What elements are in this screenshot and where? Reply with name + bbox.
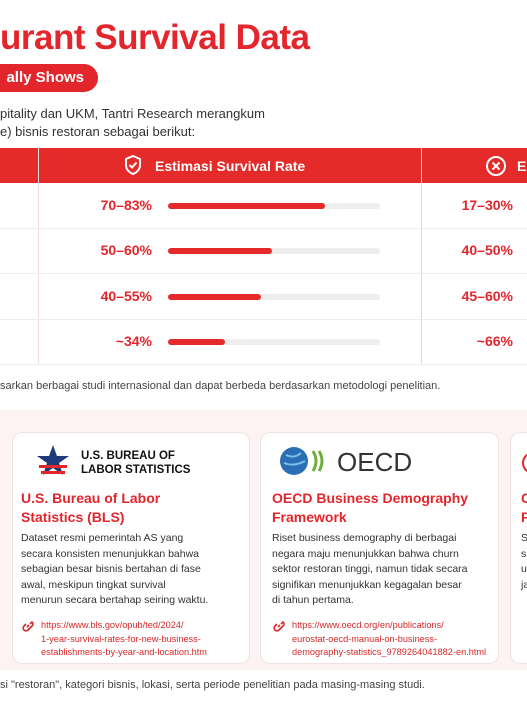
survival-value: 40–55% — [100, 287, 152, 304]
card — [510, 432, 527, 664]
link-icon — [21, 619, 35, 633]
card-desc: signifikan menunjukkan kegagalan besar — [272, 578, 462, 591]
bar-fill — [168, 338, 226, 345]
bar-fill — [168, 203, 325, 209]
bar-fill — [168, 248, 272, 255]
card-link: 1-year-survival-rates-for-new-business- — [41, 633, 201, 644]
x-icon — [486, 156, 506, 176]
card-link: eurostat-oecd-manual-on-business- — [292, 633, 438, 644]
column-header: E — [517, 158, 527, 174]
card: OECD — [260, 432, 499, 664]
logo-line: U.S. BUREAU OF — [81, 450, 175, 462]
card-title: U.S. Bureau of Labor — [21, 490, 161, 506]
footer: si "restoran", kategori bisnis, lokasi, … — [0, 679, 425, 691]
column-header: Estimasi Survival Rate — [155, 158, 306, 174]
card-desc: ja — [521, 578, 527, 591]
card-link: demography-statistics_9789264041882-en.h… — [292, 647, 487, 657]
card-title: C — [521, 490, 527, 506]
note: sarkan berbagai studi internasional dan … — [0, 380, 441, 392]
bls-logo — [37, 445, 69, 475]
shield-icon — [125, 154, 141, 176]
card-link: establishments-by-year-and-location.htm — [41, 647, 207, 657]
bar-track — [168, 338, 380, 345]
card-title: Statistics (BLS) — [21, 509, 125, 525]
logo-text: U.S. BUREAU OF LABOR STATISTICS — [81, 449, 190, 477]
logo — [522, 453, 527, 473]
failure-value: 40–50% — [461, 242, 513, 259]
logo-text: OECD — [337, 447, 413, 477]
card-desc: di tahun pertama. — [272, 594, 354, 606]
link-icon — [272, 619, 286, 633]
card-desc: s — [521, 547, 527, 560]
card-link: https://www.oecd.org/en/publications/ — [292, 620, 444, 630]
survival-value: 70–83% — [100, 197, 152, 213]
bar-fill — [168, 293, 262, 300]
card-desc: Riset business demography di berbagai — [272, 532, 457, 544]
table-row — [0, 319, 527, 365]
table-header — [0, 148, 527, 183]
intro-line: pitality dan UKM, Tantri Research merang… — [0, 106, 265, 121]
survival-value: 50–60% — [100, 242, 152, 259]
failure-value: 45–60% — [461, 287, 513, 304]
divider — [421, 148, 422, 364]
card-desc: secara konsisten menunjukkan bahwa — [21, 547, 200, 560]
failure-value: 17–30% — [461, 197, 513, 213]
card-link: https://www.bls.gov/opub/ted/2024/ — [41, 620, 184, 630]
card-desc: negara maju menunjukkan bahwa churn — [272, 547, 459, 560]
badge: ally Shows — [0, 64, 98, 92]
card-title: OECD Business Demography — [272, 490, 469, 506]
card: U.S. BUREAU OF LABOR STATISTICS — [12, 432, 250, 664]
card-title: F — [521, 509, 527, 525]
table-row — [0, 183, 527, 229]
card-title: Framework — [272, 509, 347, 525]
card-desc: Dataset resmi pemerintah AS yang — [21, 532, 184, 544]
table-row — [0, 228, 527, 275]
title: urant Survival Data — [0, 18, 310, 57]
card-desc: u — [521, 563, 527, 575]
logo-line: LABOR STATISTICS — [81, 464, 191, 476]
bar-track — [168, 248, 380, 255]
failure-value: ~66% — [476, 332, 513, 349]
survival-value: ~34% — [115, 332, 152, 349]
card-desc: sektor restoran tinggi, namun tidak seca… — [272, 563, 468, 575]
card-desc: S — [521, 532, 527, 544]
card-desc: sebagian besar bisnis bertahan di fase — [21, 563, 201, 575]
card-desc: awal, meskipun tingkat survival — [21, 578, 166, 591]
oecd-logo — [280, 447, 324, 475]
card-desc: menurun secara bertahap seiring waktu. — [21, 594, 209, 606]
divider — [38, 148, 39, 364]
intro-line: e) bisnis restoran sebagai berikut: — [0, 124, 196, 139]
table-row — [0, 274, 527, 320]
bar-track — [168, 293, 380, 300]
